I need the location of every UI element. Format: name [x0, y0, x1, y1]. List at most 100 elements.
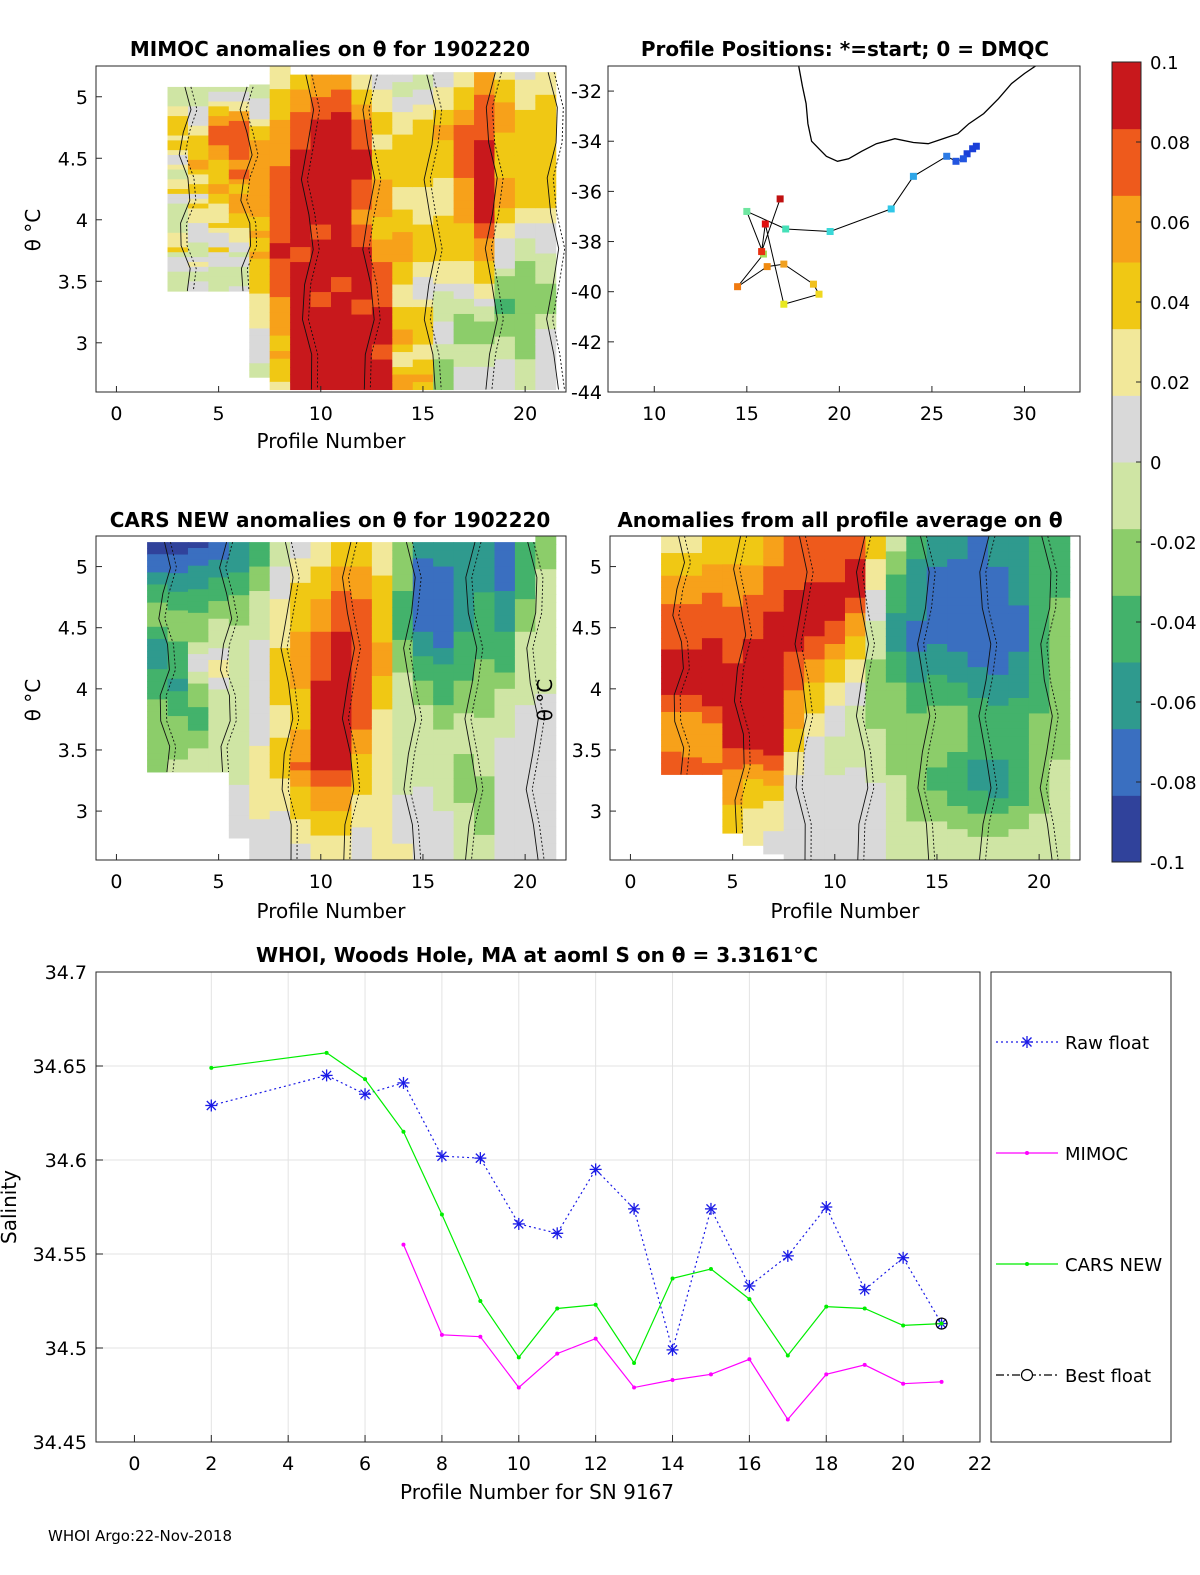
avg-cell [926, 759, 948, 768]
mimoc-cell [392, 179, 414, 188]
cars-cell [310, 542, 332, 551]
cars-cell [535, 735, 557, 745]
cars-cell [208, 654, 230, 661]
avg-cell [742, 705, 764, 714]
mimoc-cell [331, 329, 352, 338]
cars-cell [392, 762, 414, 771]
mimoc-cell [392, 209, 414, 218]
cars-cell [494, 582, 516, 592]
mimoc-cell [453, 170, 475, 179]
avg-cell [947, 775, 969, 784]
cars-cell [147, 717, 169, 725]
mimoc-cell [392, 262, 414, 271]
mimoc-cell [228, 159, 250, 166]
cars-cell [392, 705, 414, 714]
avg-cell [885, 829, 907, 838]
cars-new-point [824, 1304, 829, 1309]
avg-cell [845, 836, 866, 846]
avg-cell [783, 636, 805, 645]
avg-cell [701, 598, 723, 605]
cars-cell [228, 731, 250, 740]
avg-cell [1049, 628, 1071, 637]
avg-cell [763, 604, 785, 613]
mimoc-cell [269, 81, 291, 90]
mimoc-cell [535, 336, 557, 345]
mimoc-cell [535, 215, 557, 224]
cars-cell [290, 623, 312, 633]
cars-cell [269, 721, 291, 731]
mimoc-cell [392, 224, 414, 233]
avg-cell [824, 566, 846, 576]
mimoc-cell [433, 291, 455, 300]
avg-cell [824, 759, 846, 768]
cars-cell [494, 550, 516, 559]
mimoc-cell [208, 174, 230, 180]
avg-cell [845, 682, 866, 691]
cars-cell [167, 747, 189, 754]
mimoc-cell [290, 179, 312, 188]
avg-cell [722, 719, 744, 728]
cars-cell [412, 762, 434, 771]
avg-cell [661, 666, 683, 673]
cars-cell [208, 606, 230, 614]
raw-float-point [704, 1202, 717, 1215]
cars-cell [187, 683, 209, 690]
mimoc-cell [514, 109, 536, 118]
mimoc-cell [474, 223, 495, 232]
mimoc-cell [392, 232, 414, 241]
cars-cell [269, 770, 291, 779]
cars-cell [290, 721, 312, 731]
avg-cell [865, 559, 887, 568]
mimoc-cell [228, 213, 250, 219]
avg-cell [1008, 690, 1030, 699]
cars-cell [249, 729, 271, 739]
cars-cell [310, 591, 332, 600]
cars-cell [351, 754, 373, 763]
mimoc-cell [187, 135, 209, 141]
cars-cell [351, 607, 373, 616]
avg-cell [661, 672, 683, 679]
avg-cell [845, 597, 866, 606]
avg-xtick-label: 5 [727, 871, 739, 893]
colorbar-swatch [1112, 328, 1141, 396]
mimoc-cell [269, 250, 291, 260]
cars-cell [351, 762, 373, 771]
cars-cell [228, 716, 250, 725]
avg-cell [845, 590, 866, 599]
avg-cell [885, 767, 907, 776]
cars-cell [494, 794, 516, 804]
cars-cell [208, 766, 230, 773]
avg-cell [1028, 790, 1050, 799]
mimoc-cell [249, 209, 271, 218]
cars-cell [310, 794, 332, 804]
mimoc-cell [310, 344, 332, 353]
avg-cell [722, 599, 744, 608]
mimoc-cell [392, 104, 414, 113]
mimoc-cell [228, 232, 250, 239]
mimoc-cell [371, 224, 393, 233]
cars-cell [331, 656, 352, 665]
mimoc-cell [249, 279, 271, 288]
profile-position-marker [887, 205, 895, 213]
mimoc-cell [310, 262, 332, 271]
avg-cell [681, 643, 703, 651]
avg-cell [783, 813, 805, 822]
profile-position-marker [826, 228, 834, 236]
avg-cell [926, 821, 948, 830]
mimoc-cell [474, 117, 495, 126]
cars-cell [433, 615, 455, 625]
avg-cell [845, 551, 866, 560]
avg-cell [947, 713, 969, 722]
mimoc-cell [167, 193, 189, 200]
avg-cell [763, 702, 785, 711]
mimoc-cell [331, 119, 352, 128]
avg-cell [865, 590, 887, 599]
cars-cell [474, 701, 495, 710]
avg-cell [1028, 836, 1050, 846]
avg-cell [1008, 590, 1030, 599]
colorbar-swatch [1112, 528, 1141, 596]
cars-cell [147, 723, 169, 731]
avg-cell [1049, 713, 1071, 722]
mimoc-cell [433, 336, 455, 345]
avg-cell [947, 620, 969, 630]
